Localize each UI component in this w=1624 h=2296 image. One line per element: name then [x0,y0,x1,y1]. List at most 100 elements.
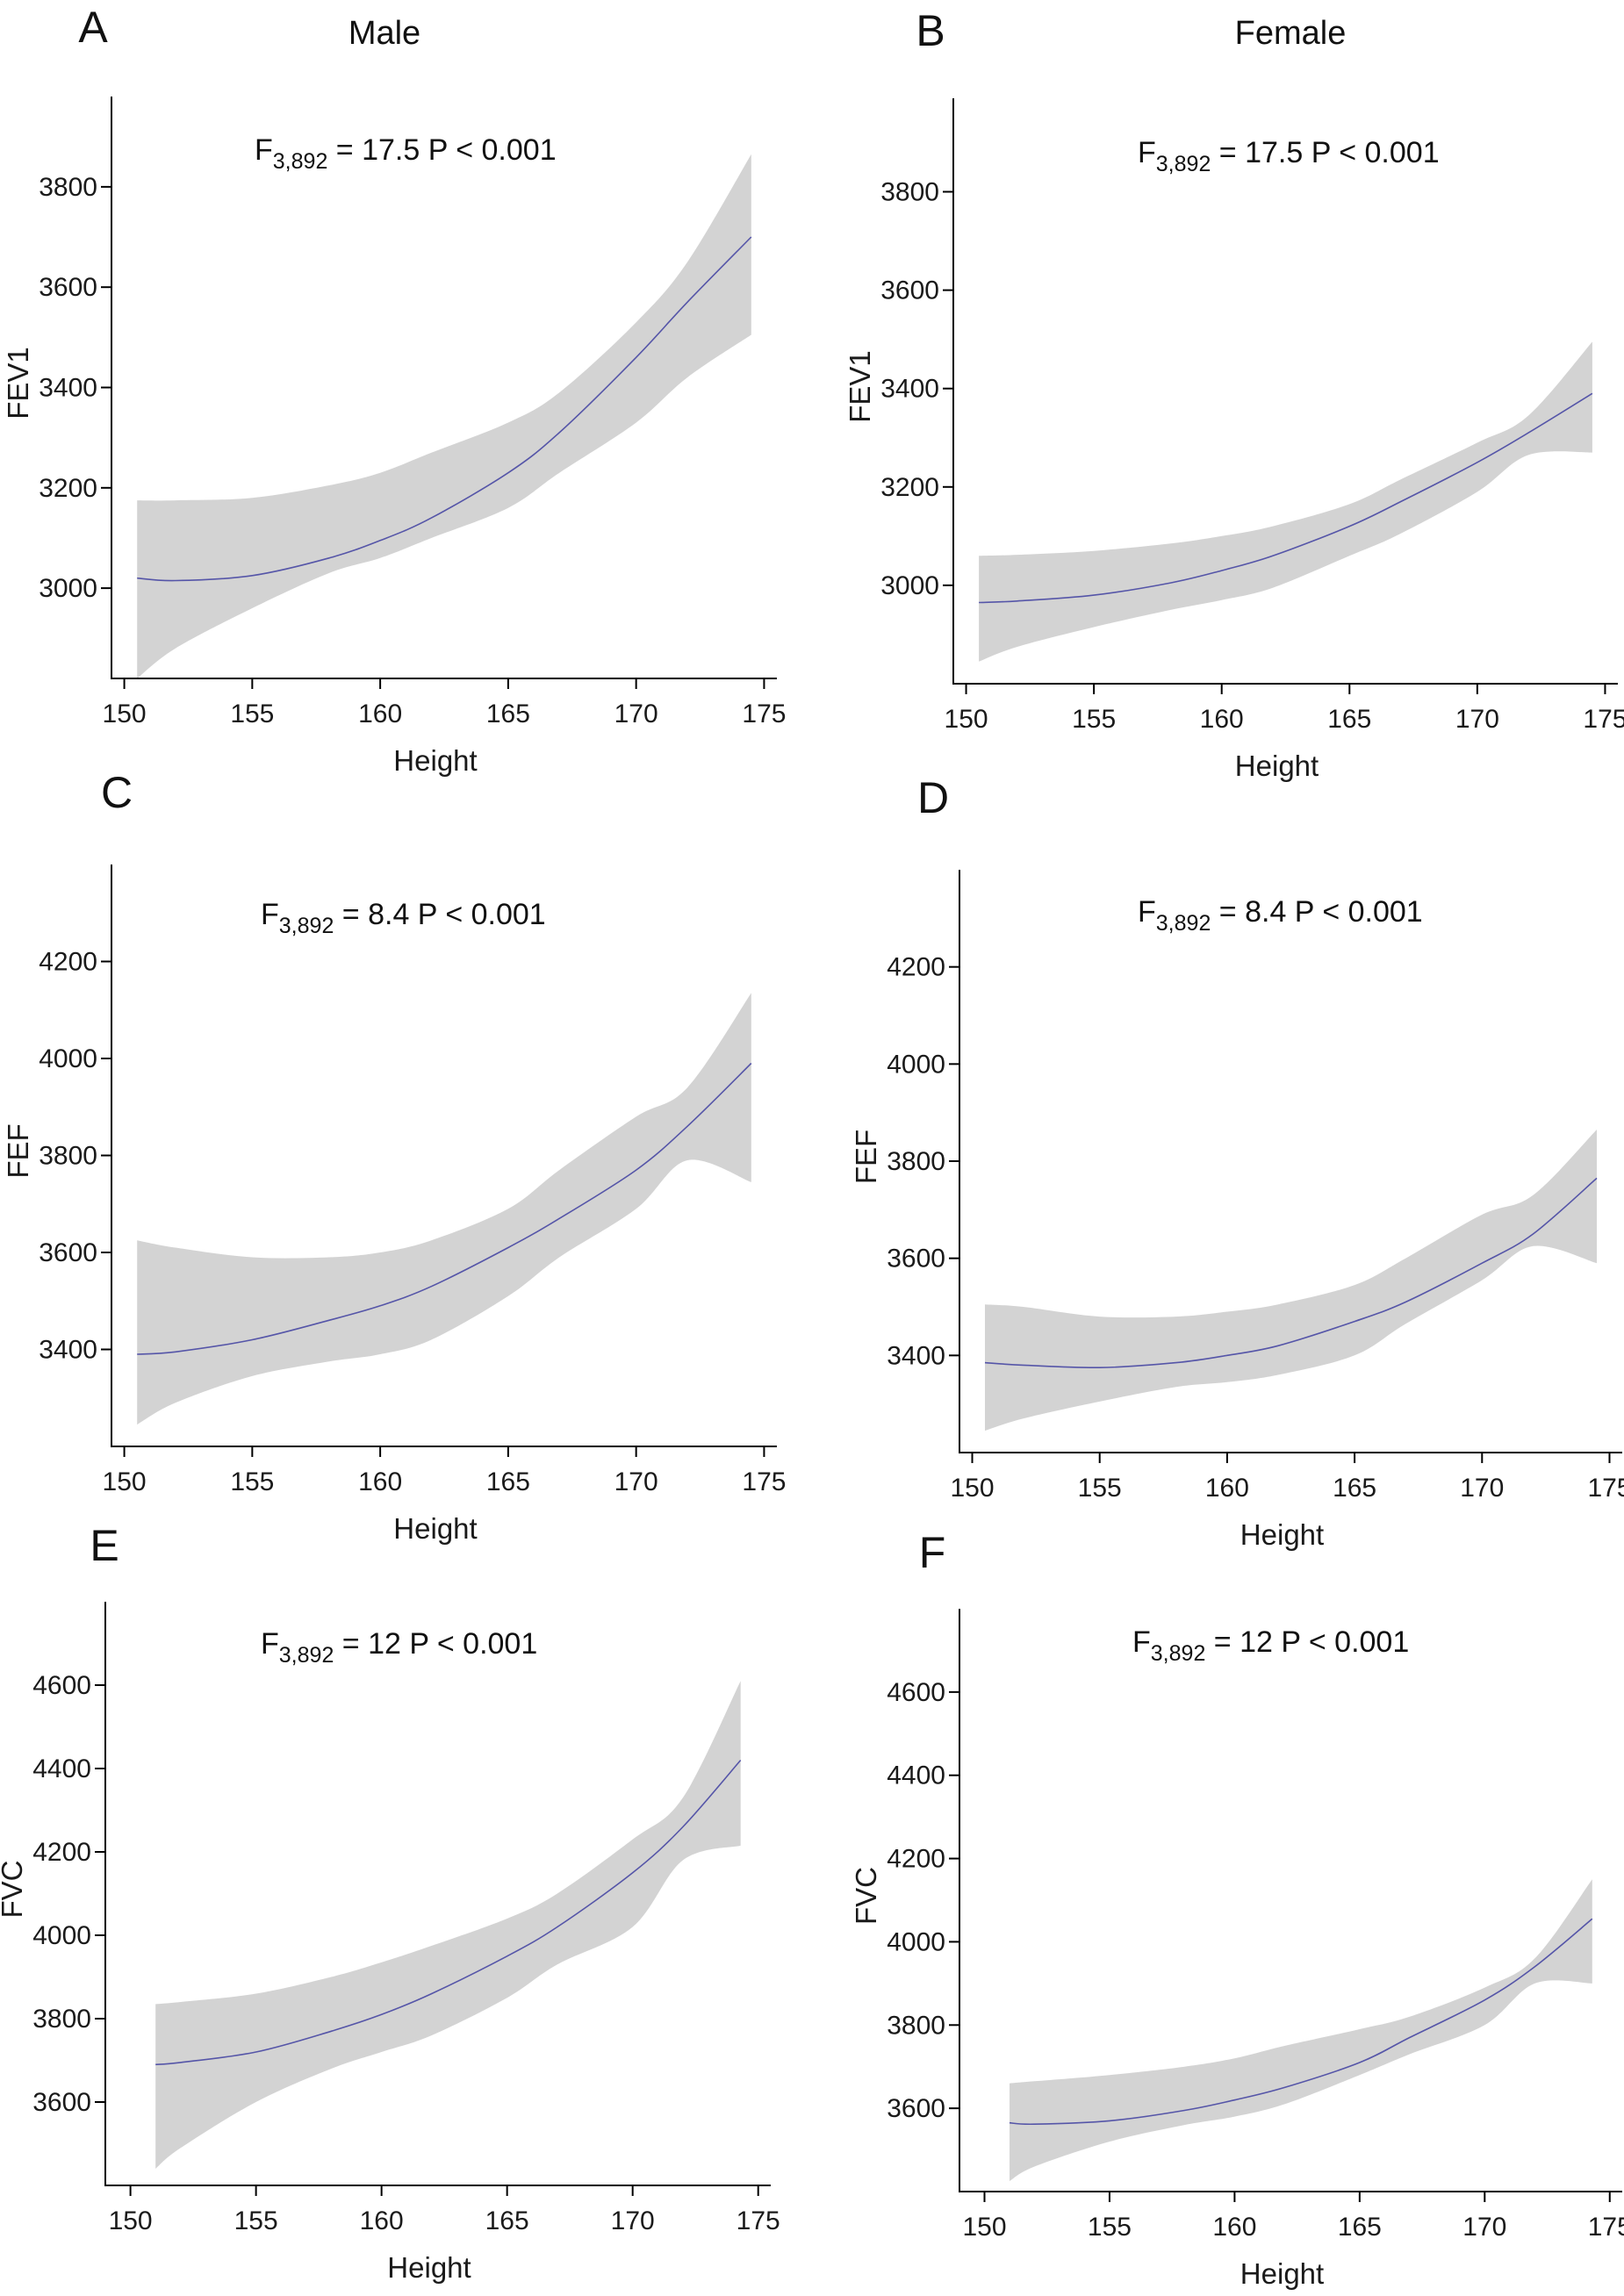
x-tick-label: 155 [1088,2213,1132,2242]
x-tick-label: 165 [1338,2213,1382,2242]
y-tick-label: 3600 [32,2088,91,2117]
x-tick-label: 150 [109,2206,153,2235]
x-tick-label: 170 [1460,1474,1504,1503]
x-tick-label: 165 [1327,705,1371,734]
x-axis-title: Height [387,2251,471,2284]
y-tick-label: 3400 [39,1336,97,1365]
axis-frame [952,98,1618,685]
x-tick-label: 155 [234,2206,278,2235]
x-tick-label: 175 [742,700,786,728]
y-tick-label: 3800 [887,1147,945,1176]
stat-annotation: F3,892 = 12 P < 0.001 [261,1627,537,1668]
confidence-band [985,1130,1597,1431]
x-tick-label: 165 [485,2206,529,2235]
y-tick-label: 3400 [887,1341,945,1370]
y-axis-title: FEF [850,1130,882,1184]
y-tick-label: 3000 [880,571,939,600]
x-tick-label: 170 [614,1467,658,1496]
stat-annotation: F3,892 = 17.5 P < 0.001 [1138,136,1440,176]
x-axis-title: Height [1240,2257,1324,2290]
confidence-band [137,154,751,678]
x-tick-label: 175 [1583,705,1624,734]
y-tick-label: 3000 [39,574,97,603]
y-tick-label: 3800 [887,2011,945,2040]
panel-letter: F [919,1528,946,1577]
stat-annotation: F3,892 = 17.5 P < 0.001 [255,133,557,174]
confidence-band [979,341,1592,662]
y-tick-label: 4200 [39,948,97,977]
y-tick-label: 4200 [887,1845,945,1874]
panel-letter: B [916,6,945,55]
y-tick-label: 3200 [39,474,97,503]
y-axis-title: FEF [2,1123,34,1178]
y-tick-label: 4200 [887,953,945,982]
x-tick-label: 155 [230,700,274,728]
y-axis-title: FEV1 [2,347,34,420]
x-tick-label: 155 [230,1467,274,1496]
x-tick-label: 150 [962,2213,1006,2242]
x-tick-label: 170 [614,700,658,728]
fitted-line [979,392,1593,604]
fitted-line [137,1062,752,1355]
panel-e: 150 155 160 165 170 175 3600 3800 4000 4200 4400 46… [0,1521,780,2284]
x-tick-label: 165 [1333,1474,1376,1503]
y-tick-label: 3600 [887,1245,945,1274]
y-tick-label: 4400 [887,1761,945,1790]
panel-letter: C [101,768,133,817]
x-tick-label: 150 [103,700,147,728]
x-tick-label: 175 [1587,1474,1624,1503]
x-axis-title: Height [1240,1518,1324,1551]
y-tick-label: 3400 [880,375,939,404]
axis-frame [111,97,777,679]
y-tick-label: 3600 [39,1238,97,1267]
y-tick-label: 4400 [32,1754,91,1783]
x-tick-label: 155 [1072,705,1116,734]
x-tick-label: 150 [945,705,988,734]
y-tick-label: 4000 [39,1044,97,1073]
y-axis-title: FVC [0,1861,28,1919]
y-tick-label: 3800 [39,1142,97,1171]
y-tick-label: 3200 [880,473,939,502]
x-tick-label: 150 [950,1474,994,1503]
x-tick-label: 175 [737,2206,780,2235]
fitted-line [984,1177,1598,1369]
y-tick-label: 3800 [880,177,939,206]
y-tick-label: 3600 [880,276,939,305]
confidence-band [155,1681,741,2169]
panel-a: 150 155 160 165 170 175 3000 3200 3400 3600 3800 He… [2,3,786,777]
y-tick-label: 3600 [39,273,97,302]
stat-annotation: F3,892 = 12 P < 0.001 [1132,1625,1409,1666]
x-tick-label: 170 [1455,705,1499,734]
x-tick-label: 160 [358,1467,402,1496]
x-tick-label: 160 [360,2206,404,2235]
y-tick-label: 3600 [887,2094,945,2123]
x-axis-title: Height [1235,750,1319,782]
y-axis-title: FEV1 [844,350,876,423]
column-header-male: Male [349,15,420,52]
y-tick-label: 4000 [887,1927,945,1956]
x-tick-label: 160 [1212,2213,1256,2242]
panel-d: 150 155 160 165 170 175 3400 3600 3800 4000 4200 He… [850,773,1624,1551]
x-tick-label: 155 [1078,1474,1122,1503]
x-tick-label: 165 [486,1467,530,1496]
x-tick-label: 150 [103,1467,147,1496]
confidence-band [137,993,751,1425]
y-tick-label: 4600 [887,1678,945,1707]
axis-frame [104,1602,771,2186]
panel-letter: E [90,1521,119,1570]
column-header-female: Female [1235,15,1347,52]
y-axis-title: FVC [850,1867,882,1925]
x-tick-label: 170 [1462,2213,1506,2242]
stat-annotation: F3,892 = 8.4 P < 0.001 [1138,895,1423,936]
x-tick-label: 170 [611,2206,655,2235]
panel-b: 150 155 160 165 170 175 3000 3200 3400 3600 3800 He… [844,6,1624,782]
x-axis-title: Height [393,1512,477,1545]
y-tick-label: 3400 [39,374,97,403]
panel-f: 150 155 160 165 170 175 3600 3800 4000 4200 4400 46… [850,1528,1624,2290]
panel-letter: A [78,3,108,52]
y-tick-label: 4600 [32,1671,91,1700]
panel-c: 150 155 160 165 170 175 3400 3600 3800 4000 4200 He… [2,768,786,1545]
x-tick-label: 160 [1200,705,1244,734]
